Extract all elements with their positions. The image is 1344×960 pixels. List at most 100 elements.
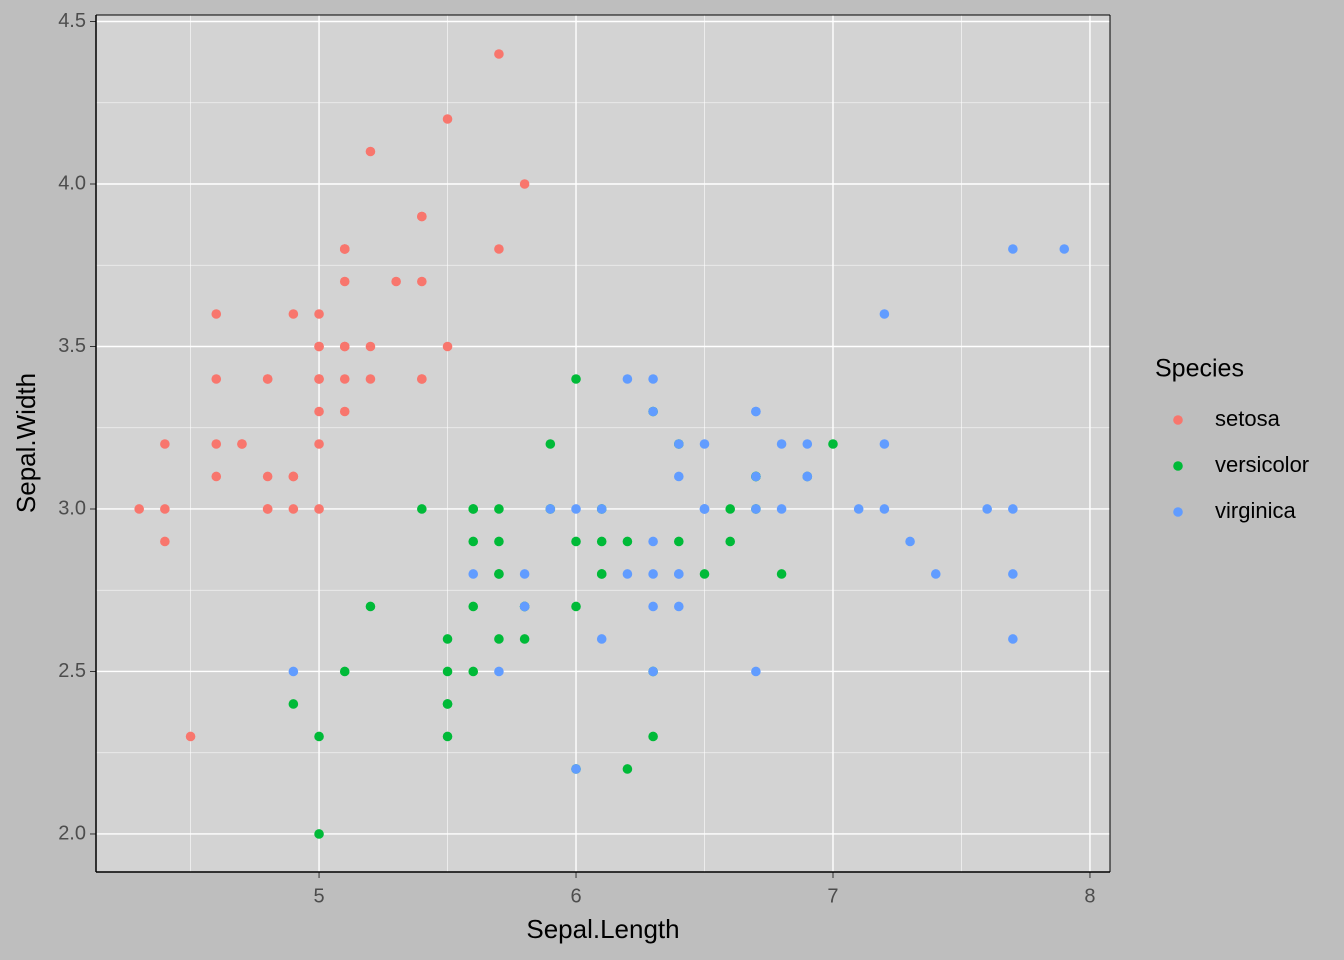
point: [494, 634, 504, 644]
point: [494, 244, 504, 254]
point: [211, 374, 222, 384]
point: [237, 439, 247, 449]
point: [725, 536, 735, 547]
y-tick-label: 2.0: [58, 822, 86, 844]
point: [674, 569, 684, 579]
point: [699, 504, 710, 514]
point: [391, 276, 401, 287]
point: [648, 374, 658, 384]
point: [751, 471, 761, 482]
point: [314, 406, 324, 417]
point: [442, 341, 453, 352]
point: [468, 504, 479, 514]
x-axis-title: Sepal.Length: [526, 914, 679, 944]
point: [699, 439, 710, 449]
y-tick-label: 4.5: [58, 10, 86, 32]
point: [339, 341, 350, 352]
point: [494, 666, 504, 677]
legend-label: virginica: [1215, 498, 1296, 523]
point: [442, 634, 453, 644]
point: [982, 504, 992, 514]
point: [648, 601, 658, 612]
point: [1008, 244, 1018, 254]
point: [365, 146, 376, 157]
point: [674, 601, 684, 612]
point: [571, 504, 581, 514]
point: [751, 666, 761, 677]
x-tick-label: 7: [827, 885, 838, 907]
point: [622, 536, 633, 547]
point: [494, 49, 504, 59]
point: [776, 439, 787, 449]
point: [879, 439, 890, 449]
point: [314, 504, 324, 514]
point: [545, 439, 556, 449]
point: [725, 504, 735, 514]
point: [699, 569, 710, 579]
x-tick-label: 8: [1084, 885, 1095, 907]
point: [314, 341, 324, 352]
point: [751, 504, 761, 514]
point: [1008, 504, 1018, 514]
legend-label: setosa: [1215, 406, 1281, 431]
point: [160, 504, 170, 514]
point: [802, 439, 813, 449]
point: [468, 601, 479, 612]
point: [262, 504, 273, 514]
point: [442, 114, 453, 124]
point: [622, 569, 633, 579]
point: [160, 439, 170, 449]
point: [339, 666, 350, 677]
point: [134, 504, 144, 514]
point: [674, 439, 684, 449]
point: [339, 406, 350, 417]
point: [802, 471, 813, 482]
point: [622, 374, 633, 384]
y-tick-label: 4.0: [58, 172, 86, 194]
point: [314, 374, 324, 384]
point: [314, 829, 324, 839]
point: [417, 211, 427, 222]
x-tick-label: 5: [313, 885, 324, 907]
point: [648, 569, 658, 579]
point: [365, 601, 376, 612]
point: [211, 439, 222, 449]
point: [930, 569, 941, 579]
point: [288, 504, 299, 514]
point: [571, 601, 581, 612]
point: [314, 731, 324, 742]
point: [776, 569, 787, 579]
point: [879, 504, 890, 514]
x-tick-label: 6: [570, 885, 581, 907]
point: [674, 536, 684, 547]
point: [288, 666, 299, 677]
point: [365, 341, 376, 352]
point: [314, 439, 324, 449]
point: [494, 569, 504, 579]
y-tick-label: 3.0: [58, 497, 86, 519]
point: [288, 699, 299, 709]
point: [288, 471, 299, 482]
legend-title: Species: [1155, 355, 1244, 383]
point: [494, 504, 504, 514]
point: [622, 764, 633, 774]
point: [596, 536, 607, 547]
point: [417, 504, 427, 514]
point: [1008, 569, 1018, 579]
point: [1008, 634, 1018, 644]
point: [211, 309, 222, 319]
y-tick-label: 3.5: [58, 335, 86, 357]
point: [262, 471, 273, 482]
point: [417, 276, 427, 287]
point: [648, 666, 658, 677]
point: [314, 309, 324, 319]
point: [365, 374, 376, 384]
point: [339, 374, 350, 384]
point: [1059, 244, 1070, 254]
point: [853, 504, 864, 514]
point: [648, 731, 658, 742]
point: [648, 406, 658, 417]
point: [519, 569, 530, 579]
point: [160, 536, 170, 547]
